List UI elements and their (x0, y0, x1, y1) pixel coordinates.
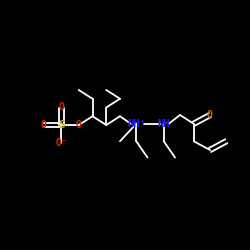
Text: NH: NH (158, 119, 170, 129)
Text: S: S (58, 120, 64, 130)
Text: NH⁺: NH⁺ (127, 119, 146, 129)
Text: O: O (58, 102, 64, 113)
Text: O⁻: O⁻ (56, 138, 67, 147)
Text: O: O (76, 120, 82, 130)
Text: O: O (207, 110, 213, 120)
Text: O: O (41, 120, 47, 130)
